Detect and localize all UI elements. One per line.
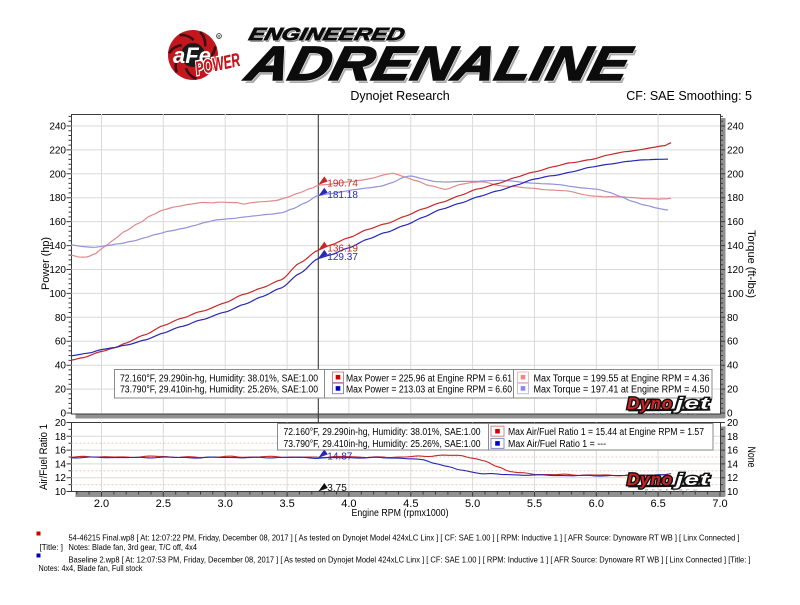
svg-text:240: 240 [727,122,744,133]
svg-text:18: 18 [727,432,739,443]
svg-text:200: 200 [49,169,66,180]
svg-text:140: 140 [49,241,66,252]
svg-text:CF: SAE Smoothing: 5: CF: SAE Smoothing: 5 [626,89,752,103]
svg-text:180: 180 [49,193,66,204]
svg-text:60: 60 [55,337,67,348]
svg-text:jet: jet [673,471,711,489]
svg-text:4.5: 4.5 [403,498,418,510]
svg-text:Max Air/Fuel Ratio 1 = ---: Max Air/Fuel Ratio 1 = --- [508,439,606,450]
svg-text:60: 60 [727,337,739,348]
svg-text:Max Torque = 199.55 at Engine: Max Torque = 199.55 at Engine RPM = 4.36 [534,373,710,384]
svg-text:Torque (ft-lbs): Torque (ft-lbs) [745,230,757,298]
svg-text:160: 160 [727,217,744,228]
svg-text:ADRENALINE: ADRENALINE [240,38,637,91]
svg-text:jet: jet [673,395,711,413]
svg-text:190.74: 190.74 [327,178,358,189]
svg-text:20: 20 [55,385,67,396]
svg-text:aFe: aFe [173,43,211,68]
svg-text:ENGINEERED: ENGINEERED [247,24,407,44]
svg-text:80: 80 [55,313,67,324]
svg-text:40: 40 [727,361,739,372]
svg-text:[Title: ]: [Title: ] [40,542,64,552]
svg-text:Power (hp): Power (hp) [40,237,52,290]
svg-text:2.5: 2.5 [156,498,171,510]
svg-text:220: 220 [49,145,66,156]
svg-text:3.5: 3.5 [279,498,294,510]
svg-text:100: 100 [727,289,744,300]
svg-text:0: 0 [60,409,66,420]
svg-text:73.790°F, 29.410in-hg, Humidit: 73.790°F, 29.410in-hg, Humidity: 25.26%,… [284,439,481,450]
svg-text:120: 120 [727,265,744,276]
svg-text:181.18: 181.18 [327,190,358,201]
svg-text:None: None [745,447,757,468]
svg-text:Notes: 4x4, Blade fan, Full st: Notes: 4x4, Blade fan, Full stock [39,563,144,573]
svg-text:Max Air/Fuel Ratio 1 = 15.44 a: Max Air/Fuel Ratio 1 = 15.44 at Engine R… [508,427,704,438]
svg-text:Dynojet Research: Dynojet Research [350,89,449,103]
svg-text:240: 240 [49,122,66,133]
svg-text:ADRENALINE: ADRENALINE [240,38,637,91]
svg-text:40: 40 [55,361,67,372]
svg-text:ADRENALINE: ADRENALINE [242,41,639,94]
svg-text:72.160°F, 29.290in-hg, Humidit: 72.160°F, 29.290in-hg, Humidity: 38.01%,… [284,427,481,438]
svg-text:14: 14 [727,459,739,470]
svg-text:10: 10 [55,487,67,498]
svg-text:2.0: 2.0 [94,498,109,510]
svg-text:12: 12 [727,473,739,484]
svg-text:200: 200 [727,169,744,180]
svg-text:R: R [217,34,220,39]
svg-text:160: 160 [49,217,66,228]
svg-text:RESEARCH: RESEARCH [645,412,700,417]
svg-text:180: 180 [727,193,744,204]
svg-text:Notes: Blade fan, 3rd gear, T/: Notes: Blade fan, 3rd gear, T/C off, 4x4 [69,542,198,552]
svg-text:80: 80 [727,313,739,324]
svg-text:10: 10 [727,487,739,498]
svg-text:100: 100 [49,289,66,300]
svg-text:Max Power = 225.96 at Engine R: Max Power = 225.96 at Engine RPM = 6.61 [346,373,512,384]
svg-text:Max Power = 213.03 at Engine R: Max Power = 213.03 at Engine RPM = 6.60 [346,384,512,395]
svg-text:129.37: 129.37 [327,252,358,263]
svg-text:5.5: 5.5 [527,498,542,510]
svg-text:20: 20 [55,418,67,429]
svg-text:14.87: 14.87 [327,451,352,462]
svg-text:Max Torque = 197.41 at Engine: Max Torque = 197.41 at Engine RPM = 4.50 [534,384,710,395]
svg-text:12: 12 [55,473,67,484]
svg-text:ENGINEERED: ENGINEERED [249,26,409,46]
svg-text:18: 18 [55,432,67,443]
svg-text:7.0: 7.0 [712,498,727,510]
svg-text:20: 20 [727,418,739,429]
svg-text:Air/Fuel Ratio 1: Air/Fuel Ratio 1 [38,424,50,490]
svg-text:4.0: 4.0 [341,498,356,510]
svg-text:136.19: 136.19 [327,244,358,255]
svg-text:72.160°F, 29.290in-hg, Humidit: 72.160°F, 29.290in-hg, Humidity: 38.01%,… [120,373,318,384]
svg-text:3.0: 3.0 [218,498,233,510]
svg-text:Engine RPM (rpmx1000): Engine RPM (rpmx1000) [352,507,449,519]
svg-text:20: 20 [727,385,739,396]
svg-text:73.790°F, 29.410in-hg, Humidit: 73.790°F, 29.410in-hg, Humidity: 25.26%,… [120,384,318,395]
svg-text:6.0: 6.0 [589,498,604,510]
svg-text:5.0: 5.0 [465,498,480,510]
svg-text:3.75: 3.75 [327,483,347,494]
svg-text:140: 140 [727,241,744,252]
svg-text:220: 220 [727,145,744,156]
svg-text:RESEARCH: RESEARCH [645,488,700,493]
svg-text:0: 0 [727,409,733,420]
svg-text:Baseline 2.wp8 [ At: 12:07:53: Baseline 2.wp8 [ At: 12:07:53 PM, Friday… [69,554,751,564]
svg-text:ENGINEERED: ENGINEERED [247,24,407,44]
svg-text:54-46215 Final.wp8 [ At: 12:07: 54-46215 Final.wp8 [ At: 12:07:22 PM, Fr… [69,533,740,543]
svg-text:120: 120 [49,265,66,276]
svg-text:Dyno: Dyno [627,471,673,489]
svg-text:Dyno: Dyno [627,395,673,413]
svg-text:16: 16 [727,446,739,457]
svg-text:6.5: 6.5 [650,498,665,510]
svg-text:14: 14 [55,459,67,470]
svg-text:16: 16 [55,446,67,457]
